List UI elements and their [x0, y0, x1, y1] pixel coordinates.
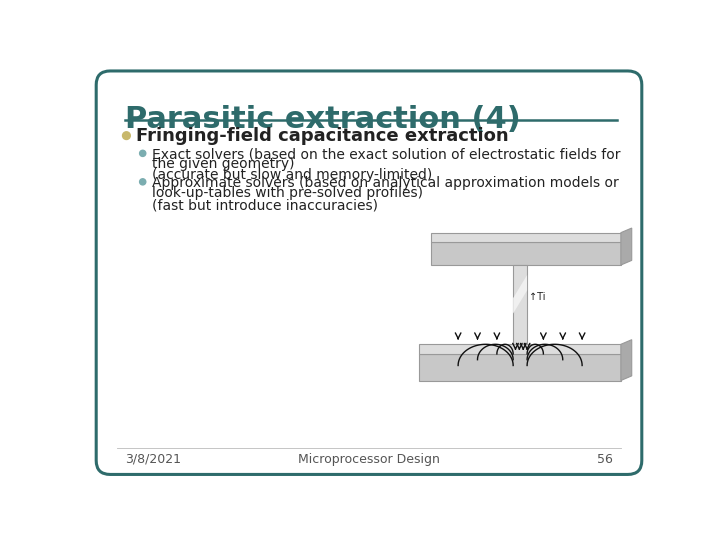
Circle shape [140, 150, 145, 157]
Text: look-up-tables with pre-solved profiles): look-up-tables with pre-solved profiles) [152, 186, 423, 200]
Text: ↑Ti: ↑Ti [528, 292, 545, 302]
FancyBboxPatch shape [419, 345, 621, 354]
Polygon shape [621, 228, 631, 265]
Circle shape [140, 179, 145, 185]
FancyBboxPatch shape [431, 242, 621, 265]
Polygon shape [513, 275, 527, 314]
Text: Microprocessor Design: Microprocessor Design [298, 453, 440, 465]
Text: 56: 56 [598, 453, 613, 465]
Text: Exact solvers (based on the exact solution of electrostatic fields for: Exact solvers (based on the exact soluti… [152, 147, 621, 161]
Text: the given geometry): the given geometry) [152, 157, 294, 171]
Text: Parasitic extraction (4): Parasitic extraction (4) [125, 105, 521, 134]
FancyBboxPatch shape [96, 71, 642, 475]
Text: Approximate solvers (based on analytical approximation models or: Approximate solvers (based on analytical… [152, 176, 618, 190]
Text: (accurate but slow and memory-limited): (accurate but slow and memory-limited) [152, 168, 432, 182]
Polygon shape [621, 340, 631, 381]
Text: 3/8/2021: 3/8/2021 [125, 453, 181, 465]
Circle shape [122, 132, 130, 139]
Text: (fast but introduce inaccuracies): (fast but introduce inaccuracies) [152, 198, 378, 212]
FancyBboxPatch shape [419, 354, 621, 381]
FancyBboxPatch shape [431, 233, 621, 242]
Text: Fringing-field capacitance extraction: Fringing-field capacitance extraction [137, 127, 509, 145]
FancyBboxPatch shape [513, 265, 527, 345]
